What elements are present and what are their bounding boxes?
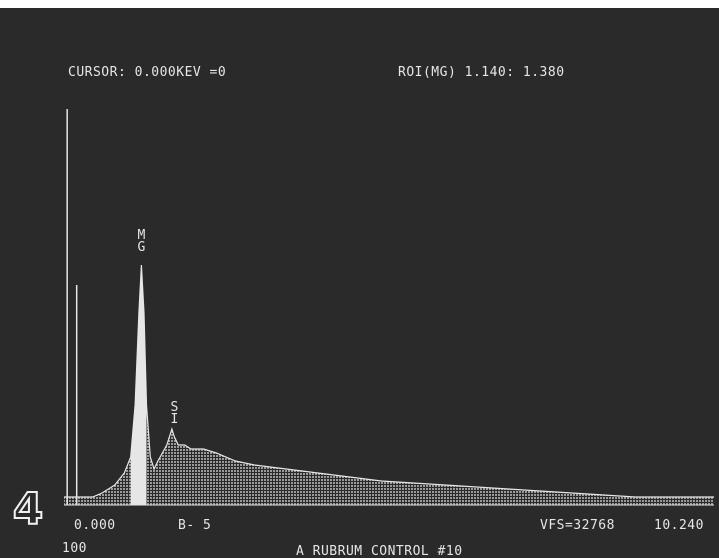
- mg-peak-fill: [130, 265, 147, 505]
- panel-number-badge: 4: [12, 484, 45, 535]
- cursor-readout: CURSOR: 0.000KEV =0: [68, 65, 227, 80]
- spectrum-plot: M G S I: [64, 109, 714, 506]
- vfs-readout: VFS=32768: [540, 518, 615, 533]
- vertical-scale-label: 100: [62, 541, 87, 556]
- roi-readout: ROI(MG) 1.140: 1.380: [398, 65, 565, 80]
- spectrum-trace: [64, 264, 714, 498]
- x-axis-start-label: 0.000: [74, 518, 116, 533]
- x-axis-end-label: 10.240: [654, 518, 704, 533]
- sample-title: A RUBRUM CONTROL #10: [296, 544, 463, 558]
- spectrum-area: [64, 265, 714, 505]
- bin-label: B- 5: [178, 518, 212, 533]
- spectrum-screen: CURSOR: 0.000KEV =0 ROI(MG) 1.140: 1.380…: [0, 8, 719, 558]
